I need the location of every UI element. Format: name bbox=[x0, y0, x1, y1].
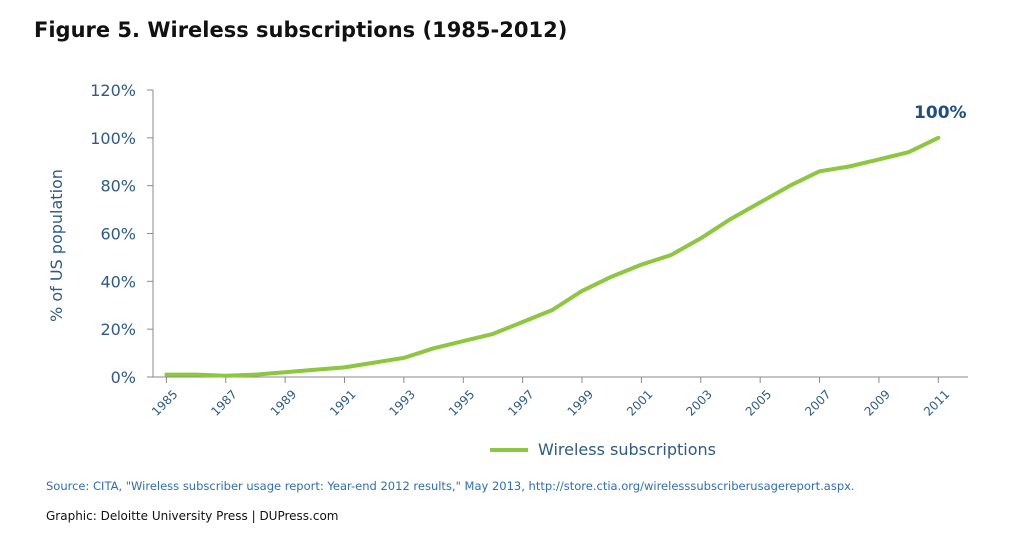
x-tick-label: 2011 bbox=[921, 387, 952, 418]
y-axis-title: % of US population bbox=[47, 169, 66, 322]
legend: Wireless subscriptions bbox=[490, 440, 716, 459]
x-tick-label: 1995 bbox=[446, 387, 477, 418]
x-tick-label: 2009 bbox=[862, 387, 893, 418]
x-tick-label: 1989 bbox=[268, 387, 299, 418]
figure-title: Figure 5. Wireless subscriptions (1985-2… bbox=[34, 18, 568, 42]
x-tick-label: 2003 bbox=[683, 387, 714, 418]
y-tick-label: 60% bbox=[100, 225, 136, 244]
x-tick-label: 1999 bbox=[565, 387, 596, 418]
x-tick-label: 1997 bbox=[505, 387, 536, 418]
credit-line: Graphic: Deloitte University Press | DUP… bbox=[46, 509, 339, 523]
end-value-label: 100% bbox=[914, 103, 967, 123]
x-tick-label: 2001 bbox=[624, 387, 655, 418]
legend-swatch bbox=[490, 447, 528, 452]
y-tick-label: 120% bbox=[90, 81, 136, 100]
y-tick-label: 0% bbox=[111, 368, 136, 387]
x-tick-label: 1991 bbox=[327, 387, 358, 418]
x-tick-label: 1993 bbox=[387, 387, 418, 418]
x-tick-label: 2007 bbox=[802, 387, 833, 418]
legend-label: Wireless subscriptions bbox=[538, 440, 716, 459]
y-tick-label: 20% bbox=[100, 320, 136, 339]
x-tick-label: 1985 bbox=[149, 387, 180, 418]
y-tick-label: 100% bbox=[90, 129, 136, 148]
source-note: Source: CITA, "Wireless subscriber usage… bbox=[46, 479, 855, 493]
x-tick-label: 1987 bbox=[208, 387, 239, 418]
y-tick-label: 40% bbox=[100, 272, 136, 291]
y-tick-label: 80% bbox=[100, 177, 136, 196]
series-line bbox=[164, 135, 941, 378]
x-tick-label: 2005 bbox=[743, 387, 774, 418]
